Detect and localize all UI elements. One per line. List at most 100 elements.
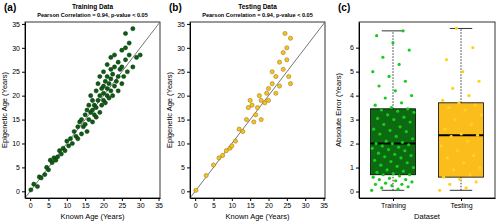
point xyxy=(32,182,36,186)
jitter-point xyxy=(447,106,450,109)
tick-mark xyxy=(356,120,359,121)
point xyxy=(56,155,60,159)
jitter-point xyxy=(401,29,404,32)
jitter-point xyxy=(394,89,397,92)
jitter-point xyxy=(390,184,393,187)
tick: 30 xyxy=(12,45,25,52)
figure: 0510152025303505101520253035Known Age (Y… xyxy=(0,0,500,224)
tick: 30 xyxy=(302,198,310,209)
tick-mark xyxy=(22,143,25,144)
jitter-point xyxy=(386,113,389,116)
point xyxy=(72,129,76,133)
chart-title: Training Data xyxy=(72,3,114,11)
tick-mark xyxy=(104,198,105,201)
point xyxy=(105,62,109,66)
tick-mark xyxy=(187,48,190,49)
jitter-point xyxy=(452,168,455,171)
tick: 35 xyxy=(12,21,25,28)
point xyxy=(94,106,98,110)
tick-label: 35 xyxy=(320,202,328,209)
tick-mark xyxy=(22,191,25,192)
tick-label: 20 xyxy=(177,92,185,99)
jitter-point xyxy=(374,183,377,186)
jitter-point xyxy=(474,180,477,183)
tick: 4 xyxy=(350,92,359,99)
jitter-point xyxy=(404,178,407,181)
point xyxy=(248,98,252,102)
point xyxy=(111,94,115,98)
point xyxy=(35,184,39,188)
axis: 0123456 xyxy=(350,23,359,199)
jitter-point xyxy=(399,156,402,159)
point xyxy=(68,137,72,141)
jitter-point xyxy=(410,94,413,97)
point xyxy=(94,89,98,93)
jitter-point xyxy=(461,70,464,73)
point xyxy=(255,106,259,110)
jitter-point xyxy=(377,84,380,87)
jitter-point xyxy=(388,177,391,180)
whisker-cap xyxy=(382,190,404,191)
point xyxy=(98,110,102,114)
point xyxy=(76,137,80,141)
jitter-point xyxy=(403,149,406,152)
point xyxy=(63,149,67,153)
tick-mark xyxy=(187,96,190,97)
jitter-point xyxy=(391,142,394,145)
tick-mark xyxy=(187,167,190,168)
jitter-point xyxy=(375,34,378,37)
jitter-point xyxy=(458,178,461,181)
tick-label: 0 xyxy=(29,202,33,209)
jitter-point xyxy=(464,186,467,189)
tick-mark xyxy=(187,120,190,121)
tick: 30 xyxy=(177,45,190,52)
tick-mark xyxy=(187,72,190,73)
tick-label: Training xyxy=(381,202,406,210)
jitter-point xyxy=(385,140,388,143)
tick-mark xyxy=(324,198,325,201)
tick-mark xyxy=(22,96,25,97)
jitter-point xyxy=(382,173,385,176)
x-axis-title: Known Age (Years) xyxy=(226,212,290,221)
tick-label: 10 xyxy=(12,140,20,147)
point xyxy=(59,152,63,156)
chart-subtitle: Pearson Correlation = 0.94, p-value < 0.… xyxy=(202,12,313,18)
tick: 25 xyxy=(283,198,291,209)
point xyxy=(50,161,54,165)
jitter-point xyxy=(440,144,443,147)
tick-label: 20 xyxy=(12,92,20,99)
point xyxy=(89,94,93,98)
point xyxy=(101,70,105,74)
axis: 05101520253035 xyxy=(191,198,329,209)
tick: 5 xyxy=(47,198,51,209)
jitter-point xyxy=(372,176,375,179)
jitter-point xyxy=(395,135,398,138)
jitter-point xyxy=(374,104,377,107)
point xyxy=(109,77,113,81)
point xyxy=(224,149,228,153)
tick: 15 xyxy=(177,116,190,123)
tick-label: 15 xyxy=(247,202,255,209)
jitter-point xyxy=(384,96,387,99)
point xyxy=(263,101,267,105)
jitter-point xyxy=(442,176,445,179)
jitter-point xyxy=(371,147,374,150)
point xyxy=(265,91,269,95)
jitter-point xyxy=(393,153,396,156)
tick: 3 xyxy=(350,116,359,123)
point xyxy=(70,141,74,145)
jitter-point xyxy=(408,48,411,51)
tick: 6 xyxy=(350,44,359,51)
tick-mark xyxy=(250,198,251,201)
jitter-point xyxy=(384,182,387,185)
point xyxy=(100,103,104,107)
jitter-point xyxy=(381,144,384,147)
tick: 0 xyxy=(29,198,33,209)
point xyxy=(250,103,254,107)
jitter-point xyxy=(383,155,386,158)
panel: TrainingTesting0123456DatasetAbsolute Er… xyxy=(334,2,496,221)
jitter-point xyxy=(391,41,394,44)
plot-area xyxy=(190,22,325,198)
tick-label: 15 xyxy=(12,116,20,123)
tick-mark xyxy=(30,198,31,201)
